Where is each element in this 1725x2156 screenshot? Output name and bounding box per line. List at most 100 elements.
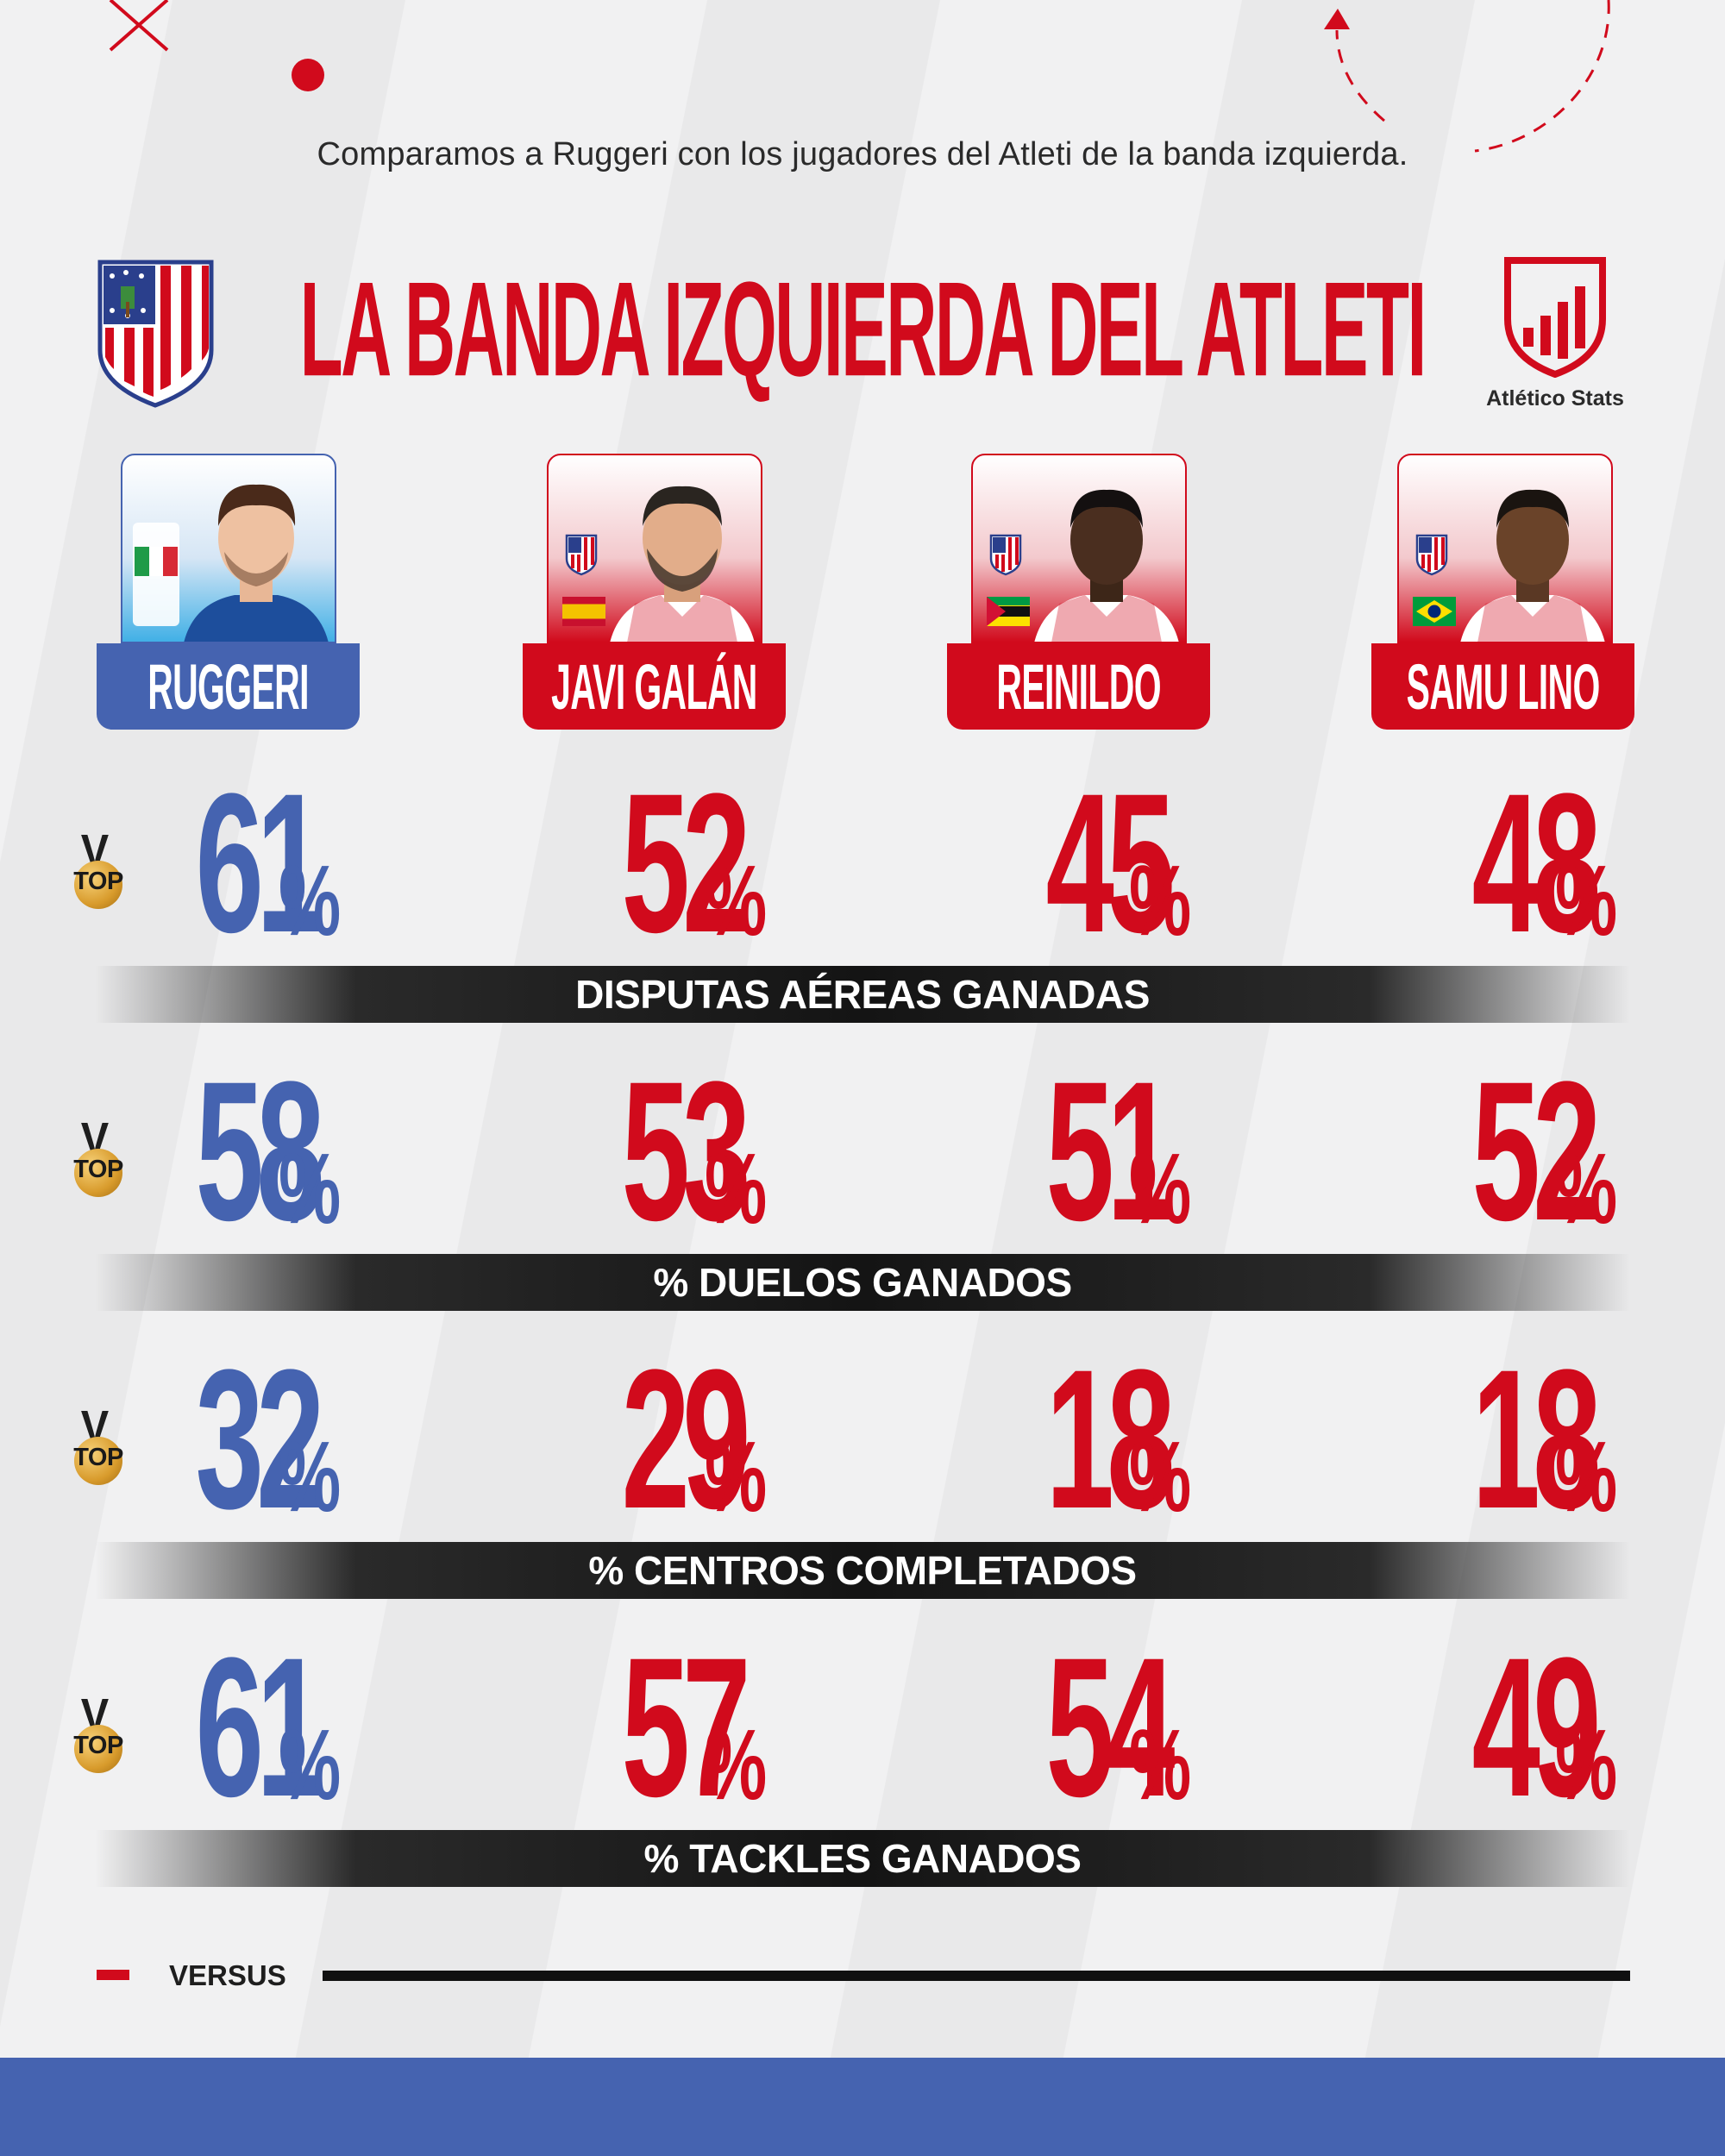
top-medal-icon: V TOP	[67, 1689, 129, 1775]
gold-coin-icon	[74, 1149, 122, 1197]
atletico-crest-icon	[97, 260, 214, 408]
stat-unit: %	[1129, 1131, 1192, 1244]
player-portrait	[1460, 489, 1605, 642]
stat-value: 52%	[528, 752, 812, 975]
stat-unit: %	[1555, 1420, 1618, 1532]
stat-label: % TACKLES GANADOS	[643, 1836, 1082, 1881]
stat-label: % CENTROS COMPLETADOS	[588, 1548, 1137, 1593]
stat-label-bar: % CENTROS COMPLETADOS	[95, 1542, 1630, 1599]
stat-unit: %	[279, 1131, 342, 1244]
page-title-text: LA BANDA IZQUIERDA DEL ATLETI	[299, 254, 1427, 404]
stat-value: 57%	[528, 1616, 812, 1839]
gold-coin-icon	[74, 1725, 122, 1773]
gold-coin-icon	[74, 861, 122, 909]
stat-unit: %	[279, 843, 342, 956]
stat-value: 32%	[102, 1328, 386, 1551]
stat-number: 51	[1045, 1040, 1175, 1263]
cross-decoration-icon	[109, 0, 169, 52]
brand-name: Atlético Stats	[1486, 386, 1624, 411]
stat-label-bar: % DUELOS GANADOS	[95, 1254, 1630, 1311]
player-name: JAVI GALÁN	[551, 650, 757, 723]
player-card-javi-galan	[547, 454, 762, 643]
footer-band	[0, 2058, 1725, 2156]
stat-value: 48%	[1378, 752, 1663, 975]
mozambique-flag-icon	[987, 597, 1030, 626]
stat-unit: %	[705, 1420, 768, 1532]
footer-divider	[323, 1971, 1630, 1981]
stat-unit: %	[1129, 1708, 1192, 1821]
stat-unit: %	[705, 843, 768, 956]
stat-unit: %	[1129, 1420, 1192, 1532]
player-name-plate: REINILDO	[947, 643, 1210, 730]
stat-unit: %	[1555, 1131, 1618, 1244]
stat-unit: %	[279, 1420, 342, 1532]
red-dot-decoration	[292, 59, 324, 91]
player-name-plate: SAMU LINO	[1371, 643, 1634, 730]
stat-label: % DUELOS GANADOS	[653, 1260, 1072, 1305]
subtitle: Comparamos a Ruggeri con los jugadores d…	[317, 136, 1408, 172]
footer-accent-dash	[97, 1970, 129, 1980]
stat-value: 49%	[1378, 1616, 1663, 1839]
player-card-reinildo	[971, 454, 1187, 643]
stat-number: 18	[1045, 1328, 1175, 1551]
stat-value: 61%	[102, 1616, 386, 1839]
stat-number: 45	[1045, 752, 1175, 975]
stat-value: 54%	[952, 1616, 1237, 1839]
dashed-arrow-decoration-icon	[1324, 0, 1610, 153]
stat-value: 58%	[102, 1040, 386, 1263]
stat-value: 45%	[952, 752, 1237, 975]
stat-unit: %	[1129, 843, 1192, 956]
stat-value: 53%	[528, 1040, 812, 1263]
atletico-crest-icon	[1415, 534, 1448, 576]
stat-label-bar: DISPUTAS AÉREAS GANADAS	[95, 966, 1630, 1023]
stat-value: 52%	[1378, 1040, 1663, 1263]
stat-unit: %	[705, 1708, 768, 1821]
stat-unit: %	[1555, 843, 1618, 956]
top-medal-icon: V TOP	[67, 824, 129, 911]
stat-number: 52	[621, 752, 750, 975]
player-portrait	[610, 486, 755, 642]
stat-value: 18%	[952, 1328, 1237, 1551]
stat-number: 61	[195, 752, 324, 975]
stat-number: 52	[1471, 1040, 1601, 1263]
atletico-crest-icon	[565, 534, 598, 576]
stat-number: 57	[621, 1616, 750, 1839]
atletico-crest-icon	[989, 534, 1022, 576]
stat-number: 48	[1471, 752, 1601, 975]
medal-label: TOP	[73, 1156, 123, 1183]
stat-value: 18%	[1378, 1328, 1663, 1551]
italy-flag-icon	[135, 547, 178, 576]
brazil-flag-icon	[1413, 597, 1456, 626]
medal-label: TOP	[73, 868, 123, 895]
player-name: RUGGERI	[147, 650, 309, 723]
player-card-samu-lino	[1397, 454, 1613, 643]
player-portrait	[1034, 489, 1179, 642]
player-name-plate: RUGGERI	[97, 643, 360, 730]
top-medal-icon: V TOP	[67, 1112, 129, 1199]
stat-unit: %	[705, 1131, 768, 1244]
page-title: LA BANDA IZQUIERDA DEL ATLETI	[285, 247, 1440, 411]
player-name: SAMU LINO	[1406, 650, 1600, 723]
stat-number: 18	[1471, 1328, 1601, 1551]
player-card-ruggeri	[121, 454, 336, 643]
stat-number: 29	[621, 1328, 750, 1551]
player-portrait	[184, 484, 329, 642]
stat-label: DISPUTAS AÉREAS GANADAS	[575, 972, 1150, 1017]
top-medal-icon: V TOP	[67, 1401, 129, 1487]
stat-number: 54	[1045, 1616, 1175, 1839]
stat-value: 51%	[952, 1040, 1237, 1263]
stat-number: 49	[1471, 1616, 1601, 1839]
atletico-stats-logo-icon	[1504, 257, 1606, 378]
stat-number: 32	[195, 1328, 324, 1551]
stat-number: 58	[195, 1040, 324, 1263]
medal-label: TOP	[73, 1732, 123, 1759]
stat-number: 61	[195, 1616, 324, 1839]
stat-value: 29%	[528, 1328, 812, 1551]
gold-coin-icon	[74, 1437, 122, 1485]
footer-label: VERSUS	[169, 1959, 286, 1991]
spain-flag-icon	[562, 597, 605, 626]
stat-value: 61%	[102, 752, 386, 975]
player-name: REINILDO	[996, 650, 1161, 723]
stat-unit: %	[279, 1708, 342, 1821]
stat-number: 53	[621, 1040, 750, 1263]
